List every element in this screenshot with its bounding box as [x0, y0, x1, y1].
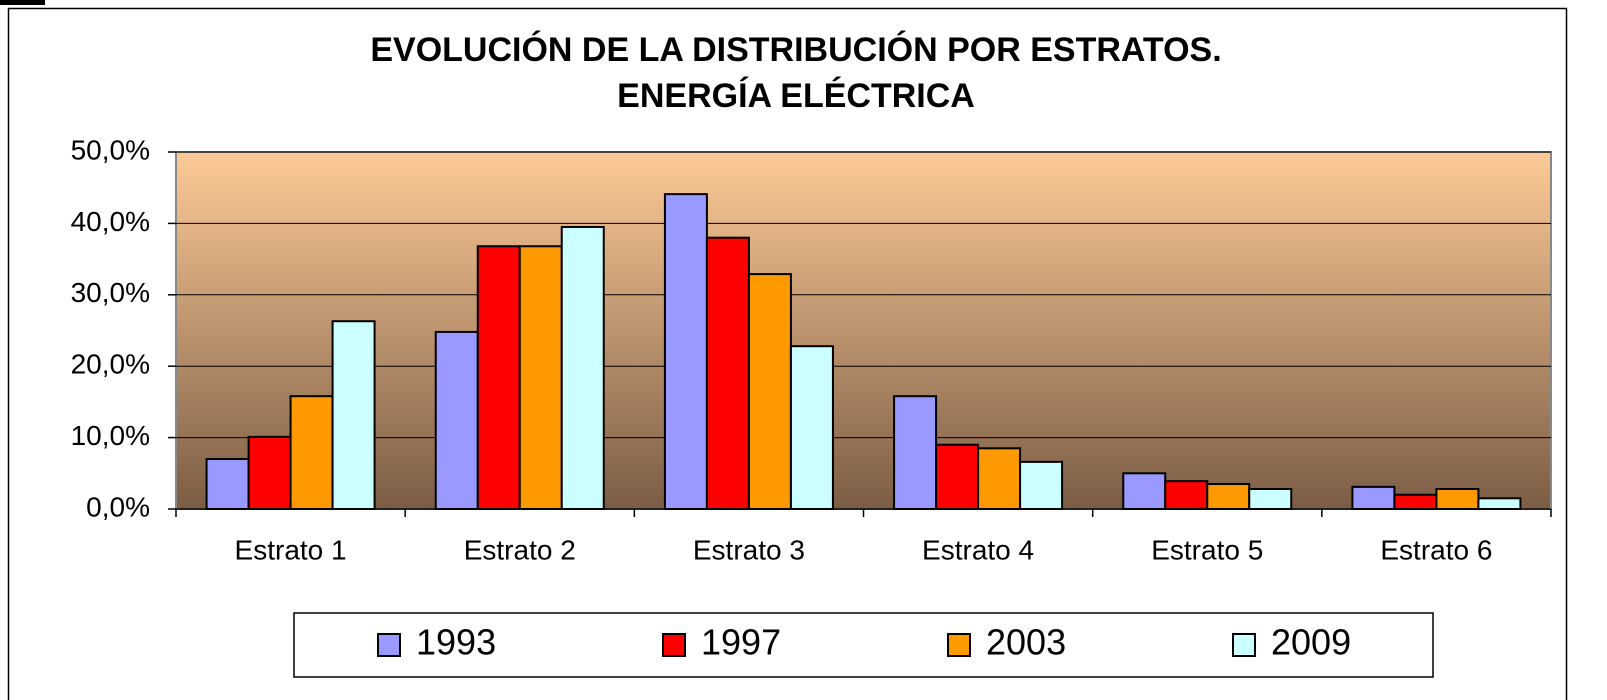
- legend-label: 1997: [701, 622, 781, 663]
- bar: [1206, 483, 1251, 511]
- bar: [560, 225, 605, 510]
- bar: [1019, 460, 1064, 511]
- bar: [331, 320, 376, 510]
- bar: [476, 245, 521, 511]
- legend-swatch: [947, 633, 971, 657]
- bar: [935, 443, 980, 510]
- y-tick-label: 30,0%: [71, 277, 150, 308]
- plot-area: [175, 151, 1552, 510]
- y-tick-label: 20,0%: [71, 349, 150, 380]
- y-tick-label: 40,0%: [71, 206, 150, 237]
- bar: [1351, 485, 1396, 510]
- x-tick-label: Estrato 1: [235, 534, 347, 565]
- y-tick-label: 0,0%: [86, 491, 150, 522]
- x-tick-label: Estrato 4: [922, 534, 1034, 565]
- legend-swatch: [662, 633, 686, 657]
- legend-label: 1993: [416, 622, 496, 663]
- chart-title: EVOLUCIÓN DE LA DISTRIBUCIÓN POR ESTRATO…: [370, 31, 1221, 69]
- bar: [205, 458, 250, 510]
- bar: [1248, 488, 1293, 510]
- bar: [1477, 497, 1522, 511]
- bar: [1122, 472, 1167, 510]
- bar: [893, 395, 938, 510]
- bar: [434, 330, 479, 511]
- bar: [789, 345, 834, 511]
- y-tick-label: 50,0%: [71, 134, 150, 165]
- x-tick-label: Estrato 3: [693, 534, 805, 565]
- y-tick-label: 10,0%: [71, 420, 150, 451]
- legend-swatch: [377, 633, 401, 657]
- legend-swatch: [1232, 633, 1256, 657]
- x-tick-label: Estrato 5: [1151, 534, 1263, 565]
- bar: [1435, 488, 1480, 510]
- legend-label: 2009: [1271, 622, 1351, 663]
- x-tick-label: Estrato 2: [464, 534, 576, 565]
- bar: [747, 273, 792, 510]
- bar: [1393, 493, 1438, 511]
- legend-label: 2003: [986, 622, 1066, 663]
- bar: [289, 395, 334, 510]
- bar: [247, 435, 292, 510]
- x-tick-label: Estrato 6: [1380, 534, 1492, 565]
- bar: [663, 193, 708, 510]
- corner-mark: [0, 0, 45, 5]
- bar: [705, 236, 750, 510]
- bar: [518, 245, 563, 511]
- bar: [977, 447, 1022, 510]
- bar: [1164, 480, 1209, 510]
- chart-title: ENERGÍA ELÉCTRICA: [617, 77, 975, 115]
